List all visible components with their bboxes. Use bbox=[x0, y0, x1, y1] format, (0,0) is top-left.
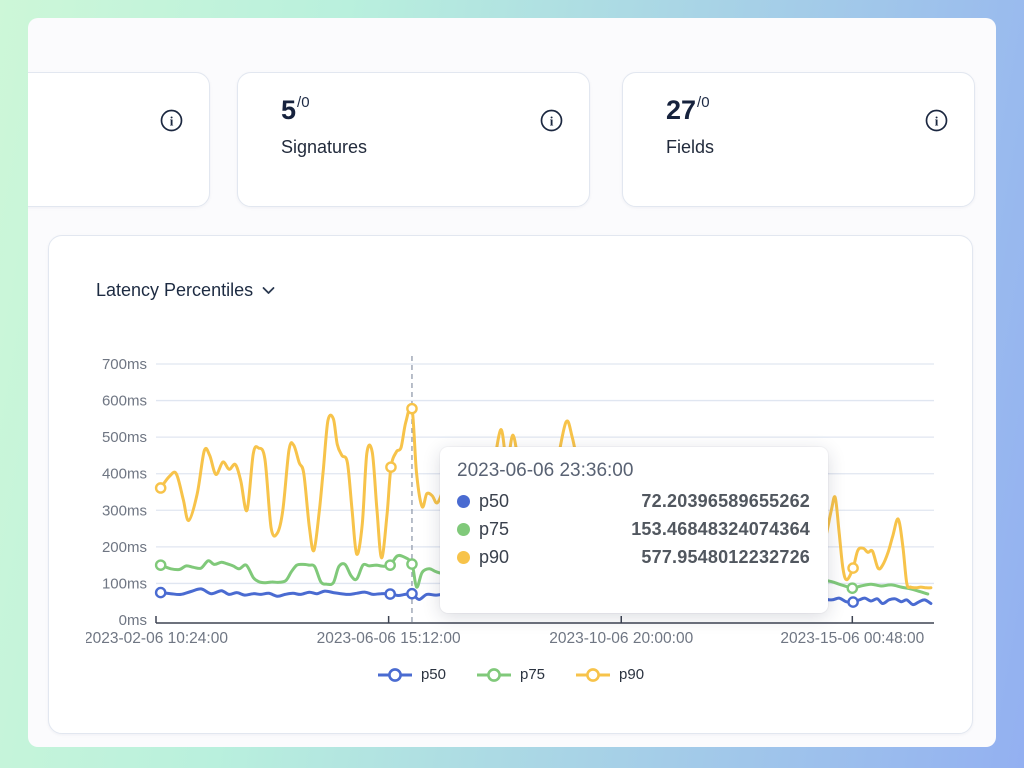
y-axis-tick-label: 100ms bbox=[102, 575, 147, 592]
info-icon[interactable]: i bbox=[540, 109, 563, 132]
x-axis-tick-label: 2023-02-06 10:24:00 bbox=[86, 630, 228, 647]
info-icon[interactable]: i bbox=[925, 109, 948, 132]
series-point-marker-p90 bbox=[847, 562, 859, 574]
tooltip-timestamp: 2023-06-06 23:36:00 bbox=[457, 460, 634, 481]
chevron-down-icon bbox=[262, 286, 275, 295]
y-axis-tick-label: 300ms bbox=[102, 502, 147, 519]
series-color-dot bbox=[457, 523, 470, 536]
y-axis-tick-label: 400ms bbox=[102, 466, 147, 483]
legend-item-p90[interactable]: p90 bbox=[575, 666, 644, 683]
legend-marker-icon bbox=[476, 667, 511, 682]
series-point-marker-p75 bbox=[154, 559, 167, 571]
x-axis-tick-label: 2023-10-06 20:00:00 bbox=[549, 630, 693, 647]
legend-marker-icon bbox=[377, 667, 412, 682]
series-point-marker-p90 bbox=[154, 482, 167, 494]
x-axis-tick-label: 2023-15-06 00:48:00 bbox=[780, 630, 924, 647]
chart-tooltip: 2023-06-06 23:36:00 p50 72.20396589655262… bbox=[440, 447, 828, 613]
series-point-marker-p90 bbox=[406, 402, 418, 415]
stat-label: Fields bbox=[666, 137, 715, 157]
y-axis-tick-label: 700ms bbox=[102, 356, 147, 373]
series-point-marker-p50 bbox=[384, 588, 396, 600]
series-color-dot bbox=[457, 551, 470, 564]
chart-title-label: Latency Percentiles bbox=[96, 280, 254, 300]
series-point-marker-p50 bbox=[154, 586, 167, 599]
series-color-dot bbox=[457, 495, 470, 508]
y-axis-tick-label: 0ms bbox=[119, 612, 147, 629]
tooltip-series-value: 153.46848324074364 bbox=[631, 519, 810, 539]
info-icon[interactable]: i bbox=[160, 109, 183, 132]
tooltip-series-value: 72.20396589655262 bbox=[641, 491, 810, 511]
series-point-marker-p75 bbox=[846, 582, 859, 594]
tooltip-series-name: p50 bbox=[479, 491, 510, 511]
app-page: i 5/0 Signatures i 27/0 Fields i bbox=[28, 18, 996, 747]
stat-value-suffix: /0 bbox=[697, 94, 710, 111]
y-axis-tick-label: 600ms bbox=[102, 393, 147, 410]
stat-card-signatures[interactable]: 5/0 Signatures i bbox=[237, 72, 590, 207]
stat-card-fields[interactable]: 27/0 Fields i bbox=[622, 72, 975, 207]
svg-text:i: i bbox=[550, 113, 554, 128]
series-point-marker-p75 bbox=[406, 558, 418, 570]
legend-label: p50 bbox=[420, 666, 446, 683]
legend-item-p75[interactable]: p75 bbox=[476, 666, 545, 683]
series-point-marker-p75 bbox=[384, 559, 396, 571]
svg-text:i: i bbox=[935, 113, 939, 128]
tooltip-row: p75 153.46848324074364 bbox=[457, 519, 810, 540]
chart-legend: p50 p75 p90 bbox=[49, 666, 972, 683]
y-axis-tick-label: 200ms bbox=[102, 539, 147, 556]
series-point-marker-p50 bbox=[847, 596, 859, 608]
legend-label: p90 bbox=[619, 666, 645, 683]
svg-text:i: i bbox=[170, 113, 174, 128]
stat-value-suffix: /0 bbox=[297, 94, 310, 111]
y-axis-tick-label: 500ms bbox=[102, 429, 147, 446]
legend-label: p75 bbox=[519, 666, 546, 683]
legend-item-p50[interactable]: p50 bbox=[377, 666, 446, 683]
series-line-p90 bbox=[159, 404, 933, 590]
stat-value: 5/0 bbox=[281, 94, 310, 125]
series-point-marker-p50 bbox=[406, 587, 418, 600]
tooltip-series-name: p90 bbox=[479, 547, 510, 567]
legend-marker-icon bbox=[576, 667, 611, 682]
stat-value: 27/0 bbox=[666, 94, 710, 125]
stat-card-partial[interactable]: i bbox=[28, 72, 210, 207]
tooltip-series-name: p75 bbox=[479, 519, 510, 539]
tooltip-series-value: 577.9548012232726 bbox=[641, 547, 810, 567]
chart-title-dropdown[interactable]: Latency Percentiles bbox=[96, 280, 275, 301]
series-point-marker-p90 bbox=[385, 461, 397, 473]
tooltip-row: p50 72.20396589655262 bbox=[457, 491, 810, 512]
tooltip-row: p90 577.9548012232726 bbox=[457, 547, 810, 568]
x-axis-tick-label: 2023-06-06 15:12:00 bbox=[317, 630, 461, 647]
stat-label: Signatures bbox=[281, 137, 368, 157]
